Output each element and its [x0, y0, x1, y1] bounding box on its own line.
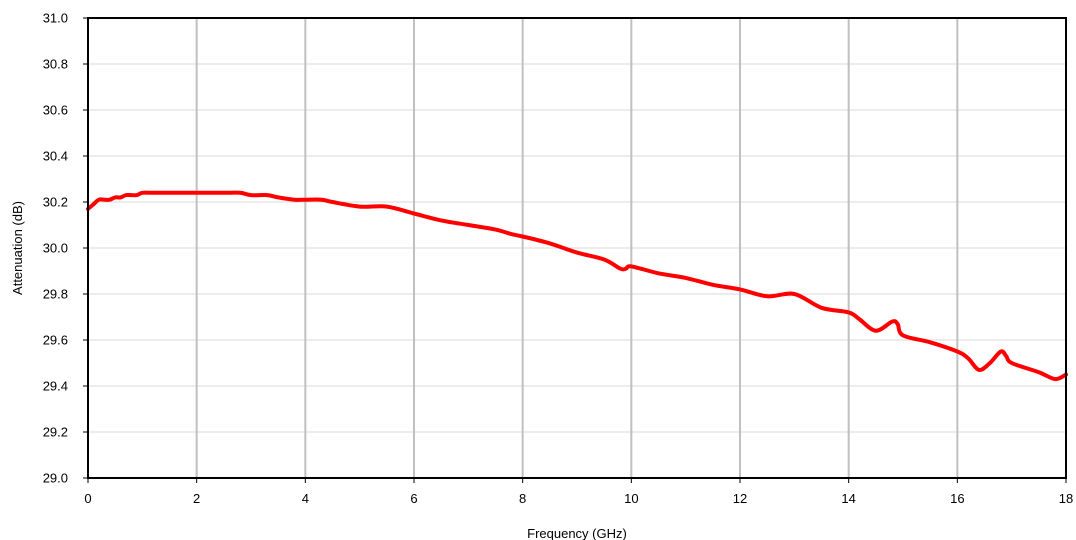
- y-tick-label: 29.0: [43, 471, 68, 486]
- y-axis-title: Attenuation (dB): [10, 201, 25, 295]
- y-tick-label: 30.2: [43, 195, 68, 210]
- x-tick-label: 6: [410, 491, 417, 506]
- grid-lines: [88, 18, 1066, 478]
- y-tick-label: 29.2: [43, 425, 68, 440]
- y-tick-label: 30.8: [43, 57, 68, 72]
- x-tick-label: 12: [733, 491, 747, 506]
- x-axis-ticks: 0 2 4 6 8 10 12 14 16 18: [84, 478, 1073, 506]
- x-tick-label: 0: [84, 491, 91, 506]
- x-tick-label: 14: [841, 491, 855, 506]
- x-tick-label: 8: [519, 491, 526, 506]
- series-line: [86, 190, 1068, 382]
- x-tick-label: 18: [1059, 491, 1073, 506]
- y-tick-label: 29.4: [43, 379, 68, 394]
- x-tick-label: 16: [950, 491, 964, 506]
- y-tick-label: 29.8: [43, 287, 68, 302]
- x-tick-label: 4: [302, 491, 309, 506]
- y-axis-ticks: 29.0 29.2 29.4 29.6 29.8 30.0 30.2 30.4 30.6 30.8…: [43, 11, 88, 486]
- x-tick-label: 2: [193, 491, 200, 506]
- x-tick-label: 10: [624, 491, 638, 506]
- y-tick-label: 31.0: [43, 11, 68, 26]
- y-tick-label: 29.6: [43, 333, 68, 348]
- y-tick-label: 30.0: [43, 241, 68, 256]
- y-tick-label: 30.4: [43, 149, 68, 164]
- y-tick-label: 30.6: [43, 103, 68, 118]
- x-axis-title: Frequency (GHz): [527, 526, 627, 540]
